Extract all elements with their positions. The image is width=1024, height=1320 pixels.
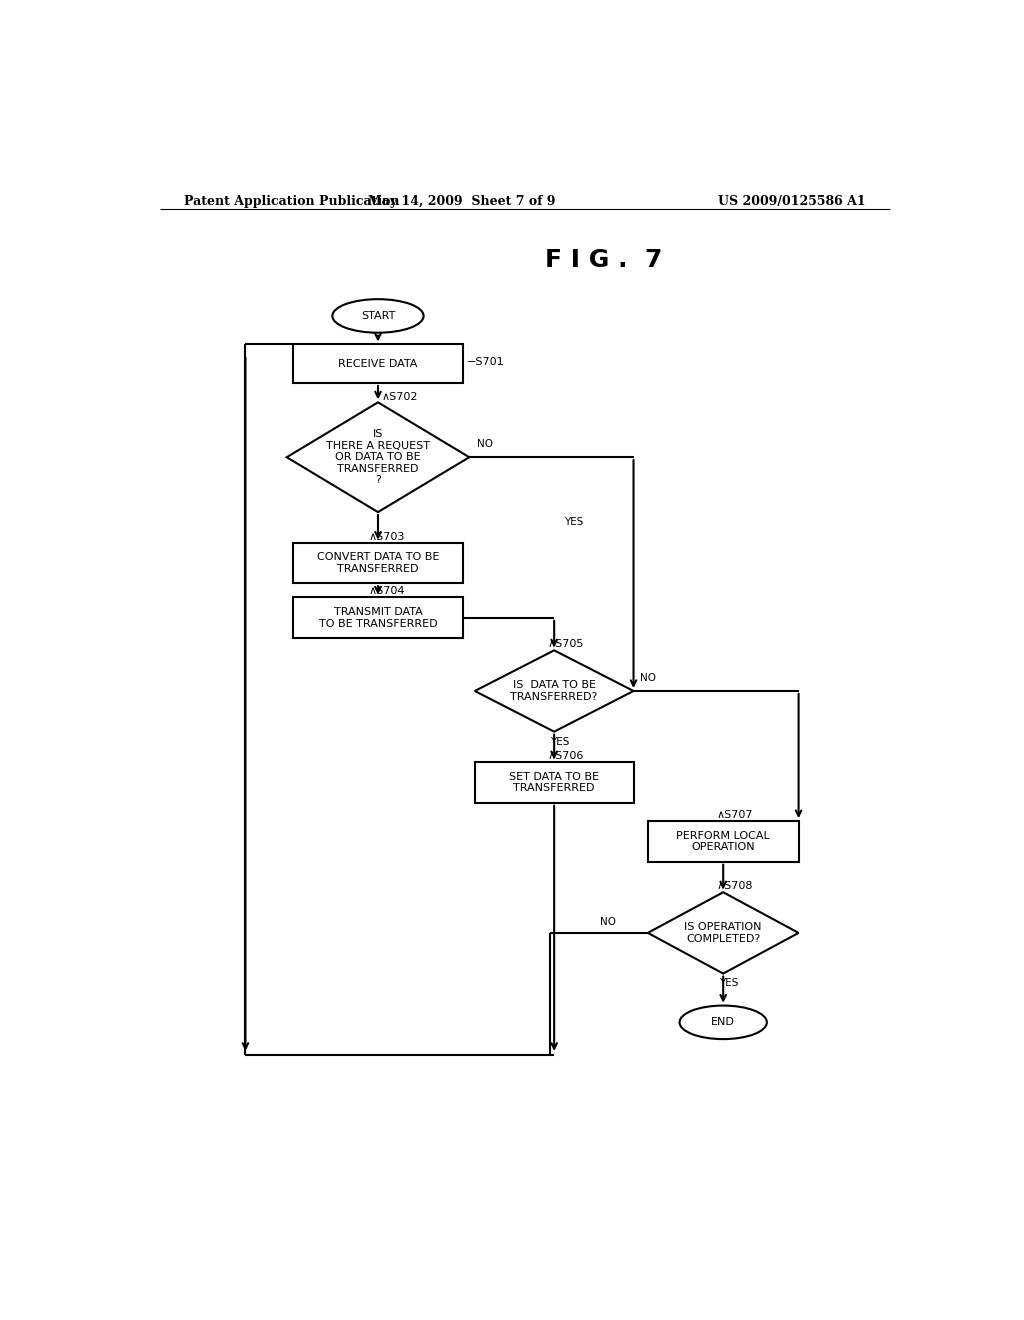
Text: IS
THERE A REQUEST
OR DATA TO BE
TRANSFERRED
?: IS THERE A REQUEST OR DATA TO BE TRANSFE… — [326, 429, 430, 486]
FancyBboxPatch shape — [475, 762, 634, 803]
Text: START: START — [360, 312, 395, 321]
Text: F I G .  7: F I G . 7 — [546, 248, 663, 272]
Text: YES: YES — [564, 517, 584, 527]
FancyBboxPatch shape — [293, 543, 463, 583]
Ellipse shape — [333, 300, 424, 333]
Text: US 2009/0125586 A1: US 2009/0125586 A1 — [719, 194, 866, 207]
Text: NO: NO — [477, 440, 494, 449]
Polygon shape — [475, 651, 634, 731]
FancyBboxPatch shape — [293, 345, 463, 383]
Text: CONVERT DATA TO BE
TRANSFERRED: CONVERT DATA TO BE TRANSFERRED — [316, 552, 439, 574]
Text: IS OPERATION
COMPLETED?: IS OPERATION COMPLETED? — [684, 923, 762, 944]
Text: ∧S703: ∧S703 — [369, 532, 404, 541]
Text: May 14, 2009  Sheet 7 of 9: May 14, 2009 Sheet 7 of 9 — [368, 194, 555, 207]
Text: ∧S705: ∧S705 — [548, 639, 584, 649]
Text: RECEIVE DATA: RECEIVE DATA — [338, 359, 418, 368]
Ellipse shape — [680, 1006, 767, 1039]
Text: NO: NO — [600, 917, 616, 927]
Text: ∧S702: ∧S702 — [382, 392, 419, 403]
Text: YES: YES — [550, 737, 569, 747]
Polygon shape — [648, 892, 799, 974]
Text: YES: YES — [719, 978, 738, 987]
Text: END: END — [712, 1018, 735, 1027]
Text: Patent Application Publication: Patent Application Publication — [183, 194, 399, 207]
Text: −S701: −S701 — [467, 356, 505, 367]
Polygon shape — [287, 403, 469, 512]
Text: IS  DATA TO BE
TRANSFERRED?: IS DATA TO BE TRANSFERRED? — [511, 680, 598, 702]
Text: PERFORM LOCAL
OPERATION: PERFORM LOCAL OPERATION — [676, 830, 770, 853]
Text: TRANSMIT DATA
TO BE TRANSFERRED: TRANSMIT DATA TO BE TRANSFERRED — [318, 607, 437, 628]
Text: ∧S708: ∧S708 — [717, 882, 754, 891]
Text: ∧S706: ∧S706 — [548, 751, 584, 762]
Text: ∧S707: ∧S707 — [717, 810, 754, 820]
FancyBboxPatch shape — [293, 598, 463, 638]
Text: ∧S704: ∧S704 — [369, 586, 404, 597]
FancyBboxPatch shape — [648, 821, 799, 862]
Text: SET DATA TO BE
TRANSFERRED: SET DATA TO BE TRANSFERRED — [509, 772, 599, 793]
Text: NO: NO — [640, 673, 656, 682]
